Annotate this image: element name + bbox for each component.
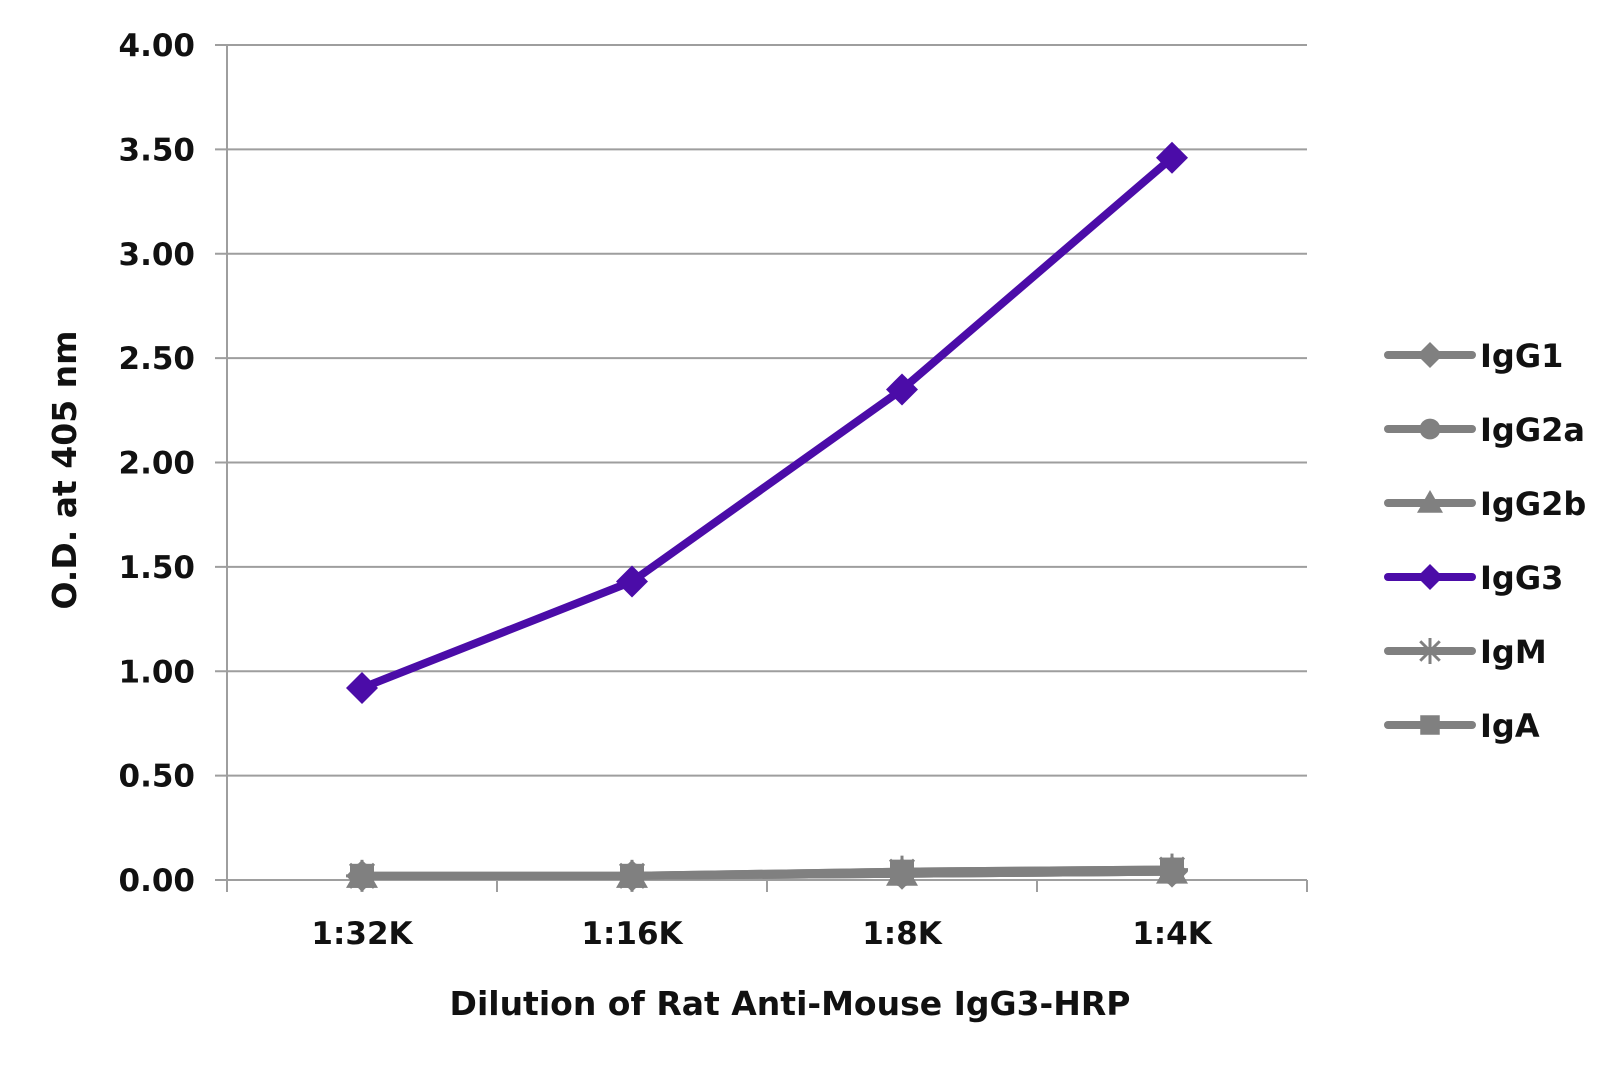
legend-label: IgG2b — [1480, 485, 1586, 523]
x-tick-label: 1:32K — [311, 916, 413, 952]
legend-marker-igg2a — [1419, 418, 1441, 440]
gridlines — [215, 44, 1307, 881]
data-point-igg3 — [1156, 141, 1188, 174]
data-point-iga — [890, 859, 914, 884]
series-line-igg3 — [358, 153, 1176, 692]
legend-item-igg2b: IgG2b — [1384, 485, 1586, 523]
x-tick-label: 1:8K — [862, 916, 943, 952]
y-tick-label: 3.50 — [119, 132, 196, 168]
data-point-igg3 — [346, 671, 378, 704]
series-iga — [350, 857, 1184, 888]
x-tick-label: 1:16K — [581, 916, 683, 952]
y-tick-label: 2.50 — [119, 341, 196, 377]
legend-label: IgG1 — [1480, 337, 1563, 375]
data-point-iga — [620, 863, 644, 888]
series-igg3 — [346, 141, 1188, 704]
legend-label: IgM — [1480, 633, 1547, 671]
x-tick-label: 1:4K — [1132, 916, 1213, 952]
legend-marker-igg1 — [1417, 342, 1443, 368]
y-tick-label: 0.00 — [119, 863, 196, 899]
y-tick-label: 4.00 — [119, 28, 196, 64]
series — [346, 141, 1188, 892]
data-point-igg3 — [616, 565, 648, 598]
legend-label: IgG2a — [1480, 411, 1585, 449]
y-tick-label: 0.50 — [119, 759, 196, 795]
legend-label: IgA — [1480, 707, 1540, 745]
legend: IgG1 IgG2a IgG2b IgG3 IgM IgA — [1384, 337, 1586, 745]
y-tick-label: 1.50 — [119, 550, 196, 586]
y-tick-labels: 0.00 0.50 1.00 1.50 2.00 2.50 3.00 3.50 4.00 — [119, 28, 196, 899]
legend-item-igg1: IgG1 — [1384, 337, 1563, 375]
legend-item-igg3: IgG3 — [1384, 559, 1563, 597]
y-axis-title: O.D. at 405 nm — [45, 330, 84, 609]
legend-item-igm: IgM — [1384, 633, 1547, 671]
y-tick-label: 2.00 — [119, 446, 196, 482]
legend-item-iga: IgA — [1384, 707, 1540, 745]
legend-marker-igg3 — [1417, 564, 1443, 590]
legend-marker-iga — [1420, 715, 1440, 735]
y-tick-label: 1.00 — [119, 654, 196, 690]
series-line-iga — [358, 865, 1176, 880]
x-axis-title: Dilution of Rat Anti-Mouse IgG3-HRP — [450, 984, 1131, 1023]
data-point-igg3 — [886, 373, 918, 406]
legend-label: IgG3 — [1480, 559, 1563, 597]
data-point-iga — [350, 863, 374, 888]
axes — [226, 45, 1308, 892]
x-tick-labels: 1:32K 1:16K 1:8K 1:4K — [311, 916, 1212, 952]
legend-marker-igm — [1417, 638, 1443, 664]
y-tick-label: 3.00 — [119, 237, 196, 273]
legend-marker-igg2b — [1417, 490, 1443, 513]
legend-item-igg2a: IgG2a — [1384, 411, 1585, 449]
data-point-iga — [1160, 857, 1184, 882]
